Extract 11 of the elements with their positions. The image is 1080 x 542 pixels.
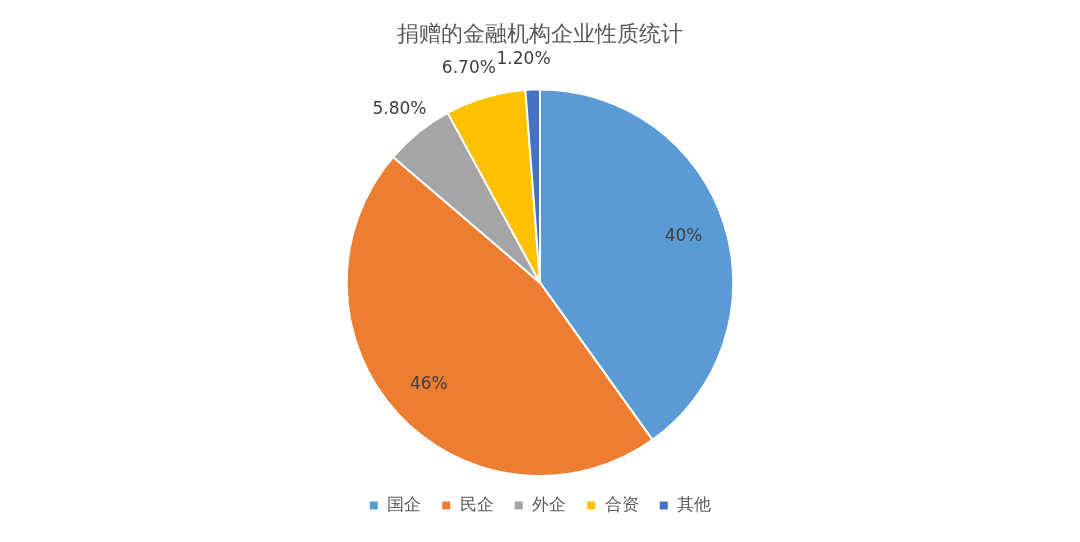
legend-label: 外企 bbox=[532, 493, 567, 514]
data-label: 46% bbox=[409, 373, 448, 394]
data-label: 6.70% bbox=[441, 56, 496, 77]
chart-title: 捐赠的金融机构企业性质统计 bbox=[397, 20, 683, 46]
data-label: 5.80% bbox=[372, 97, 427, 118]
legend-label: 合资 bbox=[604, 493, 639, 514]
legend-label: 民企 bbox=[459, 493, 494, 514]
legend-label: 其他 bbox=[677, 493, 712, 514]
legend-label: 国企 bbox=[387, 493, 422, 514]
data-label: 40% bbox=[664, 225, 703, 246]
data-label: 1.20% bbox=[496, 47, 551, 68]
